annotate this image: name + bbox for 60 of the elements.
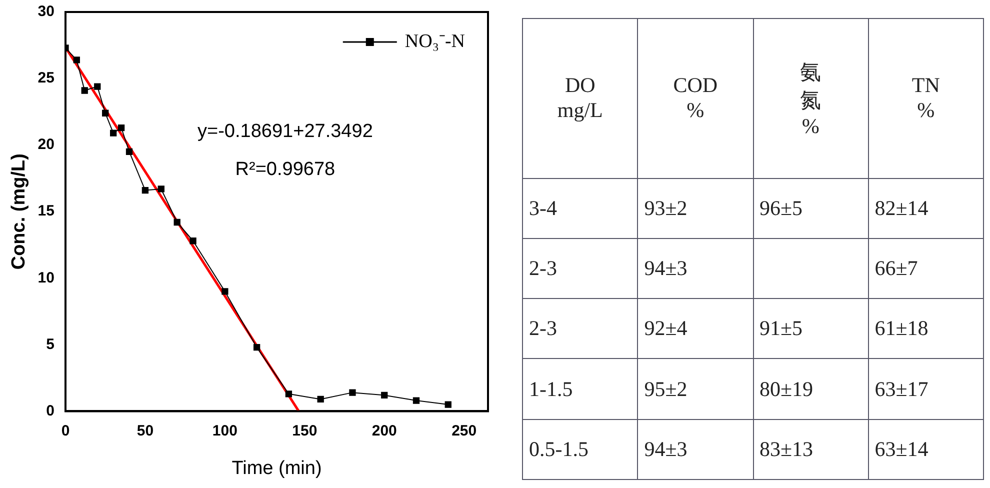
- x-tick-label: 200: [372, 422, 397, 440]
- category-label: COD %: [673, 73, 718, 124]
- category-label: 2-3: [529, 256, 557, 280]
- annotation: R²=0.99678: [235, 159, 336, 180]
- point: [381, 392, 388, 399]
- category-label: 1-1.5: [529, 376, 573, 401]
- point: [412, 397, 420, 404]
- text: 63±14: [874, 436, 928, 461]
- x-tick-label: 100: [212, 422, 238, 440]
- text: 94±3: [644, 436, 688, 461]
- point: [317, 396, 324, 403]
- point: [253, 344, 260, 351]
- text: 94±3: [644, 256, 688, 280]
- point: [222, 288, 228, 295]
- point: [158, 186, 164, 192]
- x-axis-title: Time (min): [232, 458, 322, 479]
- point: [126, 148, 133, 156]
- text: 95±2: [644, 376, 688, 401]
- text: 63±17: [874, 376, 928, 401]
- y-tick-label: 30: [38, 3, 54, 20]
- point: [190, 238, 196, 244]
- category-label: 2-3: [529, 316, 557, 340]
- point: [349, 389, 356, 396]
- text: 82±14: [874, 196, 928, 220]
- annotation: y=-0.18691+27.3492: [197, 121, 373, 142]
- y-axis-title: Conc. (mg/L): [8, 154, 30, 270]
- text: 96±5: [760, 196, 803, 220]
- y-tick-label: 5: [46, 336, 54, 353]
- point: [285, 390, 292, 398]
- x-tick-label: 150: [292, 422, 318, 440]
- x-tick-label: 0: [61, 422, 70, 440]
- point: [142, 186, 149, 194]
- text: 92±4: [644, 316, 688, 340]
- y-tick-label: 15: [38, 202, 54, 220]
- y-tick-label: 0: [46, 402, 54, 420]
- category-label: TN %: [912, 73, 940, 124]
- legend-label: NO₃⁻-N: [404, 30, 466, 52]
- point: [110, 130, 117, 136]
- x-tick-label: 50: [136, 422, 154, 440]
- category-label: 0.5-1.5: [529, 436, 588, 461]
- point: [444, 401, 452, 408]
- category-label: 3-4: [529, 196, 557, 220]
- text: 66±7: [874, 256, 918, 280]
- y-tick-label: 20: [38, 136, 54, 154]
- y-tick-label: 25: [38, 70, 54, 87]
- point: [174, 218, 180, 226]
- category-label: 氨氮 %: [800, 58, 822, 139]
- text: 91±5: [760, 316, 803, 340]
- text: 61±18: [874, 316, 928, 340]
- category-label: DO mg/L: [557, 73, 603, 124]
- point: [118, 124, 125, 132]
- text: 80±19: [760, 376, 814, 401]
- point: [102, 110, 109, 116]
- text: 93±2: [644, 196, 688, 220]
- y-tick-label: 10: [38, 269, 54, 286]
- point: [73, 56, 80, 64]
- point: [94, 83, 101, 90]
- text: 83±13: [760, 436, 814, 461]
- point: [81, 87, 88, 94]
- x-tick-label: 250: [452, 422, 477, 440]
